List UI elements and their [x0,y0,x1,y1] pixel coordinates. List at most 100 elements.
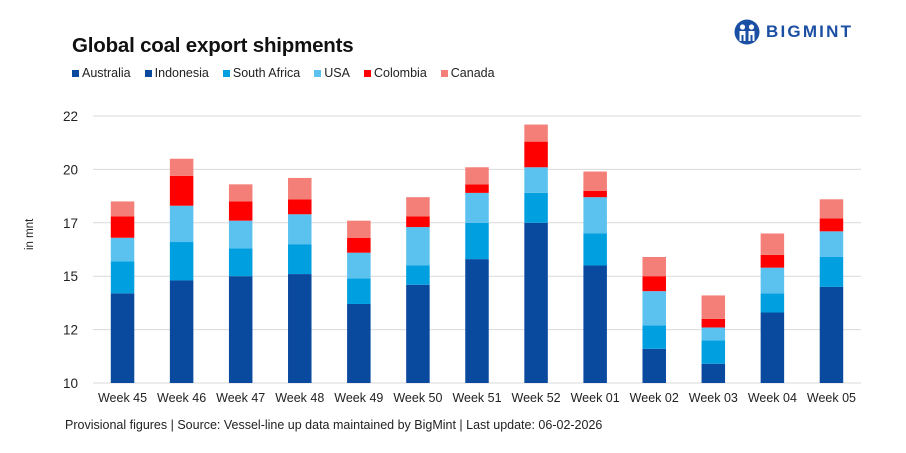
bar-segment-australia-indonesia [110,293,135,383]
y-axis-ticks: 10 12 15 17 20 22 [63,109,78,391]
bar-segment-canada [819,199,844,219]
bar-segment-australia-indonesia [288,274,312,383]
bar-segment-australia-indonesia [228,276,253,383]
bar-segment-canada [524,124,548,142]
bar-segment-canada [583,171,607,191]
bar-segment-canada [288,177,312,200]
bar-segment-australia-indonesia [760,312,785,383]
bar-segment-usa [288,214,312,245]
bar-segment-south-africa [406,265,430,285]
x-tick-label: Week 01 [571,391,620,405]
bar-segment-usa [524,167,548,193]
bar-segment-canada [701,295,726,319]
bar-segment-colombia [642,276,666,292]
y-tick-label: 22 [63,109,78,124]
legend: Australia Indonesia South Africa USA Col… [72,66,509,80]
bar-segment-colombia [228,201,253,221]
legend-swatch [222,69,230,77]
legend-swatch [72,69,79,77]
x-axis-ticks: Week 45 Week 46 Week 47 Week 48 Week 49 Week … [98,391,856,405]
legend-label: USA [324,66,350,80]
bar-segment-south-africa [465,222,489,260]
bar-segment-canada [760,233,785,255]
bar-segment-australia-indonesia [465,259,489,383]
legend-swatch [314,69,322,77]
legend-label: Australia [82,66,131,80]
bar-segment-colombia [524,141,548,168]
legend-swatch [363,69,371,77]
bar-segment-canada [169,158,194,176]
chart-title: Global coal export shipments [72,34,354,57]
bar-segment-usa [406,227,430,266]
bar-segment-canada [406,197,430,217]
x-tick-label: Week 49 [334,391,383,405]
bar-segment-australia-indonesia [347,303,371,383]
bar-segment-usa [819,231,844,257]
bar-segment-colombia [110,216,135,238]
bar-segment-colombia [819,218,844,232]
legend-item-colombia: Colombia [363,66,427,80]
bar-segment-south-africa [228,248,253,277]
bar-segment-south-africa [524,192,548,223]
bar-segment-colombia [701,318,726,328]
x-tick-label: Week 48 [275,391,324,405]
legend-swatch [144,69,152,77]
bar-segment-canada [465,167,489,185]
bar-segment-canada [228,184,253,202]
x-tick-label: Week 45 [98,391,147,405]
legend-label: Canada [450,66,495,80]
legend-label: Indonesia [154,66,209,80]
bar-segment-usa [347,252,371,279]
bar-segment-colombia [760,254,785,268]
bigmint-logo: BIGMINT [734,19,853,45]
bar-segment-australia-indonesia [819,286,844,383]
legend-label: Colombia [373,66,427,80]
x-tick-label: Week 02 [630,391,679,405]
x-tick-label: Week 46 [157,391,206,405]
bar-segment-australia-indonesia [169,280,194,383]
y-tick-label: 15 [63,269,78,284]
bar-segment-colombia [406,216,430,228]
bar-segment-canada [347,220,371,238]
bar-segment-colombia [169,175,194,206]
bar-segment-south-africa [819,256,844,287]
bar-segment-colombia [347,237,371,253]
y-tick-label: 17 [63,216,78,231]
legend-item-indonesia: Indonesia [144,66,209,80]
x-tick-label: Week 03 [689,391,738,405]
x-tick-label: Week 47 [216,391,265,405]
legend-swatch [440,69,448,77]
bar-segment-south-africa [169,242,194,281]
legend-item-canada: Canada [440,66,495,80]
bar-segment-colombia [583,190,607,198]
bar-segment-south-africa [347,278,371,304]
x-tick-label: Week 50 [393,391,442,405]
y-tick-label: 20 [63,162,78,177]
bar-segment-canada [642,256,666,277]
bars [110,124,844,383]
y-tick-label: 12 [63,323,78,338]
bar-segment-south-africa [288,244,312,275]
bar-segment-australia-indonesia [583,265,607,383]
bar-segment-south-africa [583,233,607,266]
bar-segment-usa [110,237,135,262]
y-tick-label: 10 [63,376,78,391]
brand-name: BIGMINT [766,22,854,41]
bar-segment-usa [228,220,253,249]
bar-segment-south-africa [110,261,135,294]
x-tick-label: Week 51 [452,391,501,405]
bar-segment-usa [169,205,194,243]
bar-segment-usa [701,327,726,341]
bar-segment-south-africa [760,293,785,313]
x-tick-label: Week 04 [748,391,797,405]
bar-segment-australia-indonesia [524,222,548,383]
bar-segment-usa [760,267,785,294]
bar-segment-colombia [465,184,489,193]
bar-segment-canada [110,201,135,217]
bar-segment-colombia [288,199,312,215]
bar-segment-australia-indonesia [406,284,430,383]
bigmint-logo-icon [734,19,760,45]
bar-segment-australia-indonesia [642,348,666,383]
footer-note: Provisional figures | Source: Vessel-lin… [65,418,603,432]
